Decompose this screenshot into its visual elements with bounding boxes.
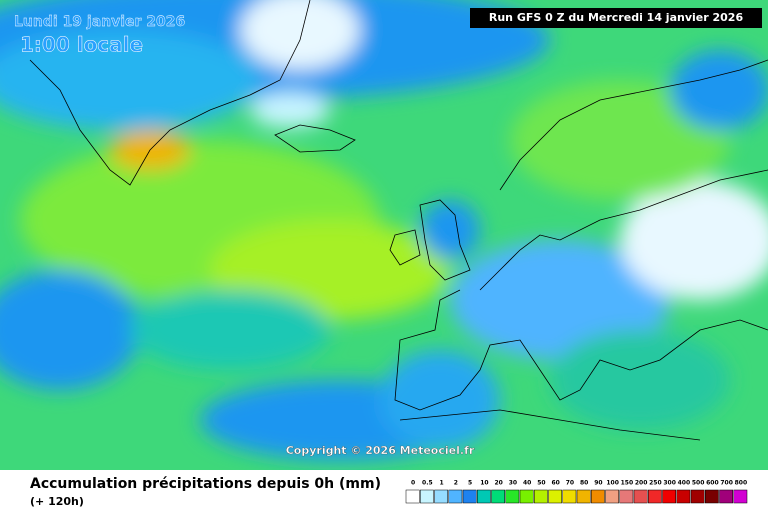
legend-swatch bbox=[505, 489, 520, 504]
legend-swatch bbox=[633, 489, 648, 504]
legend-label: 2 bbox=[454, 480, 458, 487]
legend-swatch bbox=[605, 489, 619, 504]
legend-swatch bbox=[562, 489, 577, 504]
legend-label: 300 bbox=[663, 480, 676, 487]
legend-swatch bbox=[405, 489, 420, 504]
legend-label: 20 bbox=[494, 480, 502, 487]
coastlines bbox=[29, 0, 768, 441]
legend-swatch bbox=[676, 489, 691, 504]
legend-label: 30 bbox=[509, 480, 517, 487]
legend-label: 700 bbox=[720, 480, 733, 487]
legend-label: 5 bbox=[468, 480, 472, 487]
legend-swatch bbox=[576, 489, 591, 504]
legend-title: Accumulation précipitations depuis 0h (m… bbox=[30, 476, 381, 492]
map bbox=[0, 0, 768, 470]
legend-swatch bbox=[591, 489, 605, 504]
legend-swatch bbox=[519, 489, 534, 504]
legend-label: 40 bbox=[523, 480, 531, 487]
forecast-date: Lundi 19 janvier 2026 bbox=[14, 14, 185, 30]
legend-swatch bbox=[619, 489, 634, 504]
ireland-coast bbox=[389, 229, 421, 266]
legend-label: 50 bbox=[537, 480, 545, 487]
legend-label: 250 bbox=[649, 480, 662, 487]
britain-coast bbox=[419, 199, 471, 281]
legend-label: 500 bbox=[692, 480, 705, 487]
legend-swatch bbox=[434, 489, 448, 504]
legend-subtitle: (+ 120h) bbox=[30, 495, 84, 508]
color-legend: 0 0.5 1 2 5 10 20 30 40 50 60 70 80 90 100 150 200 250 300… bbox=[405, 480, 748, 504]
northern-coast bbox=[479, 169, 768, 291]
legend-label: 70 bbox=[566, 480, 574, 487]
run-banner bbox=[470, 8, 762, 28]
legend-swatch bbox=[662, 489, 676, 504]
legend-label: 0 bbox=[411, 480, 415, 487]
legend-swatch bbox=[534, 489, 548, 504]
legend-label: 600 bbox=[706, 480, 719, 487]
precipitation-field bbox=[0, 0, 768, 460]
legend-swatch bbox=[719, 489, 733, 504]
legend-label: 0.5 bbox=[422, 480, 433, 487]
iceland-coast bbox=[274, 124, 356, 153]
legend-swatch bbox=[690, 489, 705, 504]
southern-coast bbox=[394, 289, 768, 411]
legend-swatch bbox=[548, 489, 562, 504]
legend-label: 60 bbox=[551, 480, 559, 487]
legend-label: 200 bbox=[635, 480, 648, 487]
forecast-time: 1:00 locale bbox=[20, 33, 143, 57]
legend-swatch bbox=[648, 489, 662, 504]
legend-label: 100 bbox=[606, 480, 619, 487]
scandinavia-coast bbox=[499, 59, 768, 191]
legend-swatch bbox=[477, 489, 491, 504]
legend-label: 400 bbox=[678, 480, 691, 487]
legend-label: 150 bbox=[621, 480, 634, 487]
legend-label: 80 bbox=[580, 480, 588, 487]
legend-swatch bbox=[448, 489, 463, 504]
copyright: Copyright © 2026 Meteociel.fr bbox=[286, 444, 475, 457]
legend-label: 10 bbox=[480, 480, 488, 487]
legend-label: 1 bbox=[440, 480, 444, 487]
legend-label: 90 bbox=[594, 480, 602, 487]
legend-swatch bbox=[462, 489, 477, 504]
legend-swatch bbox=[733, 489, 748, 504]
legend-swatch bbox=[491, 489, 505, 504]
legend-swatch bbox=[420, 489, 434, 504]
legend-label: 800 bbox=[735, 480, 748, 487]
greenland-coast bbox=[29, 0, 311, 186]
africa-coast bbox=[399, 409, 701, 441]
run-info: Run GFS 0 Z du Mercredi 14 janvier 2026 bbox=[489, 11, 744, 24]
legend-swatch bbox=[705, 489, 719, 504]
